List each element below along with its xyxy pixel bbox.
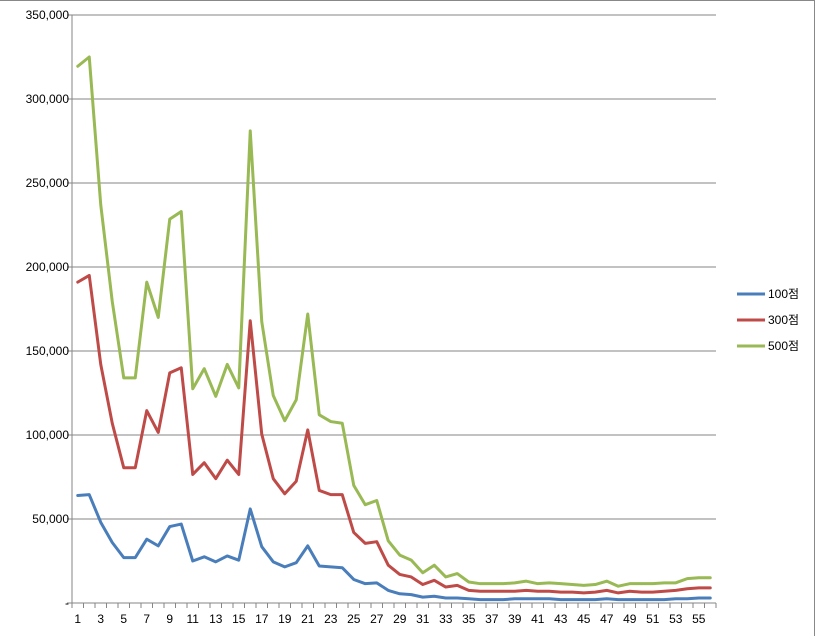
- gridlines: [72, 14, 716, 520]
- x-tick-label: 7: [143, 612, 150, 626]
- legend-label: 300점: [768, 313, 799, 327]
- x-tick-label: 49: [623, 612, 637, 626]
- x-tick-label: 43: [554, 612, 568, 626]
- x-tick-label: 33: [439, 612, 453, 626]
- y-tick-label: 200,000: [26, 260, 70, 274]
- y-tick-label: 300,000: [26, 92, 70, 106]
- axes: [67, 14, 717, 608]
- x-tick-label: 51: [646, 612, 660, 626]
- x-tick-label: 27: [370, 612, 384, 626]
- x-tick-label: 41: [531, 612, 545, 626]
- x-tick-label: 1: [74, 612, 81, 626]
- x-tick-label: 21: [301, 612, 315, 626]
- x-tick-label: 39: [508, 612, 522, 626]
- y-tick-label: 50,000: [32, 512, 69, 526]
- x-tick-label: 55: [692, 612, 706, 626]
- x-tick-label: 17: [255, 612, 269, 626]
- x-tick-label: 15: [232, 612, 246, 626]
- x-tick-label: 19: [278, 612, 292, 626]
- legend-label: 500점: [768, 339, 799, 353]
- x-tick-labels: 1 3 5 7 9 11 13 15 17 19 21 23 25 27 29 31 33 35 37 39 41 43 4…: [74, 612, 705, 626]
- legend: 100점 300점 500점: [737, 287, 799, 353]
- x-tick-label: 31: [416, 612, 430, 626]
- x-tick-label: 13: [209, 612, 223, 626]
- y-tick-label: 150,000: [26, 344, 70, 358]
- frame-top-border: [0, 0, 815, 1]
- y-tick-labels: - 50,000 100,000 150,000 200,000 250,000 300,0…: [26, 8, 70, 610]
- x-tick-label: 37: [485, 612, 499, 626]
- series-line-500: [76, 55, 712, 588]
- legend-label: 100점: [768, 287, 799, 301]
- x-tick-label: 53: [669, 612, 683, 626]
- series-line-300: [76, 273, 712, 595]
- x-tick-label: 11: [187, 612, 200, 626]
- x-tick-label: 35: [462, 612, 476, 626]
- x-tick-label: 47: [600, 612, 614, 626]
- y-tick-label: 250,000: [26, 176, 70, 190]
- y-tick-label: 100,000: [26, 428, 70, 442]
- series-line-100: [76, 493, 712, 602]
- x-tick-label: 3: [97, 612, 104, 626]
- x-tick-label: 29: [393, 612, 407, 626]
- x-tick-label: 23: [324, 612, 338, 626]
- y-tick-label: 350,000: [26, 8, 70, 22]
- x-tick-label: 25: [347, 612, 361, 626]
- x-tick-label: 5: [120, 612, 127, 626]
- x-tick-label: 45: [577, 612, 591, 626]
- series-lines: [76, 55, 712, 602]
- y-tick-label: -: [65, 596, 69, 610]
- x-tick-label: 9: [166, 612, 173, 626]
